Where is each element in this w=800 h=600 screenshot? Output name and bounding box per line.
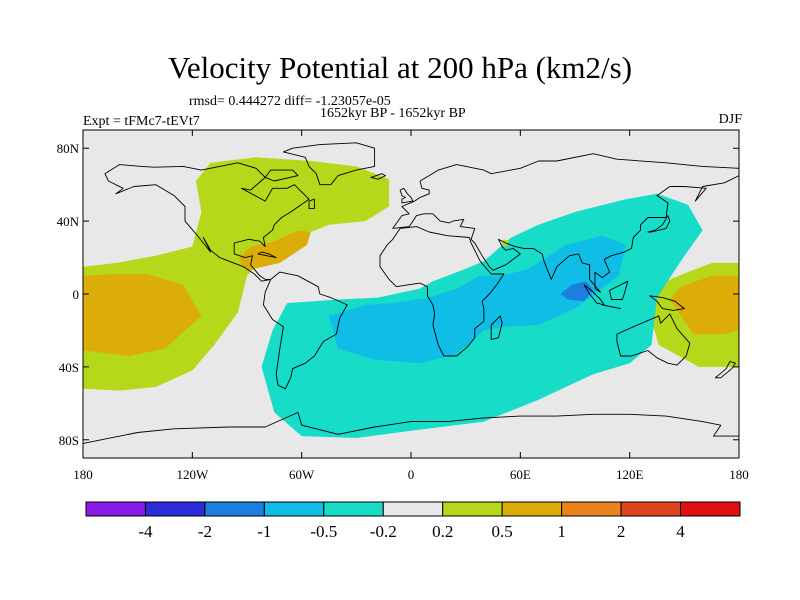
colorbar-swatch-4: [323, 501, 384, 517]
coastline-2: [392, 153, 739, 293]
colorbar-swatch-8: [561, 501, 622, 517]
coastline-5: [83, 411, 739, 458]
y-tick-label-2: 0: [73, 287, 80, 302]
colorbar-swatch-5: [382, 501, 444, 517]
x-tick-label-4: 60E: [510, 467, 531, 482]
colorbar-swatch-2: [204, 501, 265, 517]
period-line: 1652kyr BP - 1652kyr BP: [320, 106, 466, 121]
coastline-12: [609, 280, 629, 300]
anomaly-region-2: [83, 274, 202, 356]
coastline-13: [649, 295, 685, 311]
coastline-1: [262, 271, 348, 390]
colorbar-swatch-7: [501, 501, 563, 517]
colorbar-swatch-9: [620, 501, 682, 517]
y-tick-label-3: 40S: [59, 360, 79, 375]
experiment-label: Expt = tFMc7-tEVt7: [83, 114, 200, 129]
coastline-3: [379, 226, 505, 357]
colorbar-label-8: 2: [617, 522, 626, 541]
anomaly-region-4: [669, 275, 739, 335]
colorbar-swatch-10: [680, 501, 741, 517]
season-label: DJF: [718, 112, 742, 127]
anomaly-region-6: [329, 235, 626, 364]
colorbar-swatch-3: [263, 501, 325, 517]
axis-ticks: 180 120W 60W 0 60E 120E 180 80N 40N 0 40S 80S: [57, 130, 749, 482]
colorbar-swatch-1: [144, 501, 206, 517]
coastline-18: [714, 360, 736, 379]
x-tick-label-5: 120E: [616, 467, 644, 482]
coastline-15: [308, 198, 315, 209]
colorbar-label-1: -2: [198, 522, 212, 541]
colorbar-swatch-0: [85, 501, 146, 517]
coastline-6: [282, 142, 376, 186]
colorbar-label-0: -4: [138, 522, 153, 541]
colorbar-label-9: 4: [676, 522, 685, 541]
colorbar-label-3: -0.5: [310, 522, 337, 541]
x-tick-label-2: 60W: [289, 467, 315, 482]
x-tick-label-0: 180: [73, 467, 93, 482]
anomaly-regions: [83, 157, 739, 438]
colorbar-label-2: -1: [257, 522, 271, 541]
chart-title: Velocity Potential at 200 hPa (km2/s): [167, 50, 633, 85]
x-tick-label-3: 0: [408, 467, 415, 482]
anomaly-region-3: [237, 230, 311, 271]
y-tick-label-1: 40N: [57, 214, 80, 229]
coastline-17: [264, 169, 299, 182]
colorbar: -4 -2 -1 -0.5 -0.2 0.2 0.5 1 2 4: [85, 501, 741, 541]
coastline-7: [399, 187, 414, 204]
colorbar-swatch-6: [442, 501, 503, 517]
coastline-14: [370, 173, 386, 180]
coastlines: [83, 142, 739, 458]
colorbar-label-5: 0.2: [432, 522, 453, 541]
coastline-8: [490, 315, 503, 341]
colorbar-label-7: 1: [557, 522, 566, 541]
coastline-4: [616, 313, 691, 366]
x-tick-label-6: 180: [729, 467, 749, 482]
stats-line: rmsd= 0.444272 diff= -1.23057e-05: [189, 94, 391, 109]
coastline-16: [257, 251, 277, 259]
coastline-9: [647, 215, 671, 233]
x-tick-label-1: 120W: [176, 467, 209, 482]
coastline-11: [601, 304, 622, 310]
y-tick-label-4: 80S: [59, 433, 79, 448]
colorbar-label-4: -0.2: [370, 522, 397, 541]
y-tick-label-0: 80N: [57, 141, 80, 156]
colorbar-label-6: 0.5: [492, 522, 513, 541]
